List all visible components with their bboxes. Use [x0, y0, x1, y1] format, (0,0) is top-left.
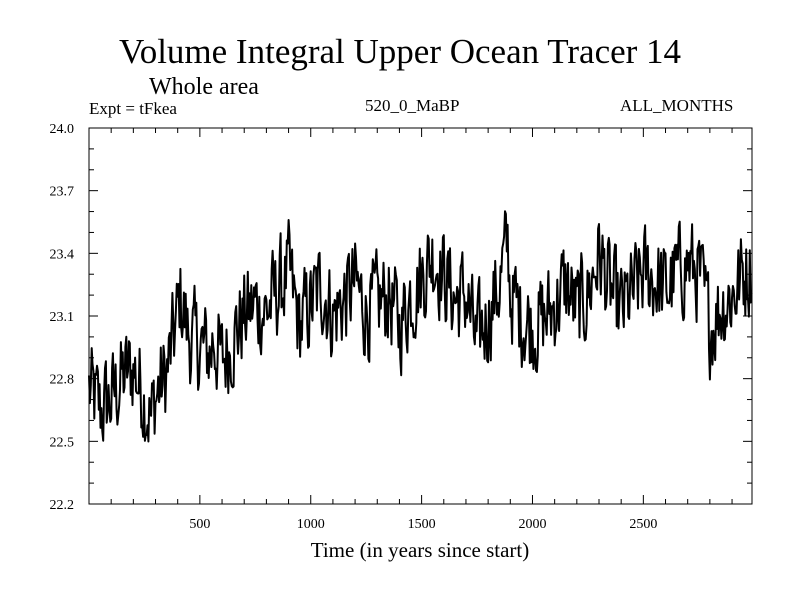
x-tick-label: 500	[189, 517, 210, 532]
y-tick-label: 22.8	[50, 373, 75, 388]
tick-label-layer: 500 1000 1500 2000 2500 22.2 22.5 22.8 23.1 23.4 2…	[50, 122, 658, 532]
y-tick-label: 22.5	[50, 435, 75, 450]
y-tick-label: 23.7	[50, 185, 75, 200]
x-axis-label: Time (in years since start)	[310, 538, 530, 562]
x-tick-label: 1000	[297, 517, 325, 532]
tick-layer	[89, 128, 752, 504]
chart-subtitle: Whole area	[149, 74, 259, 100]
chart-title: Volume Integral Upper Ocean Tracer 14	[118, 32, 682, 71]
y-tick-label: 23.1	[50, 310, 75, 325]
experiment-label: Expt = tFkea	[89, 99, 177, 118]
series-line	[88, 210, 753, 443]
run-label: 520_0_MaBP	[365, 96, 460, 115]
x-tick-label: 2500	[629, 517, 657, 532]
x-tick-label: 2000	[518, 517, 546, 532]
y-tick-label: 22.2	[50, 498, 75, 513]
x-tick-label: 1500	[408, 517, 436, 532]
months-label: ALL_MONTHS	[620, 96, 734, 115]
y-tick-label: 23.4	[50, 247, 75, 262]
y-tick-label: 24.0	[50, 122, 75, 137]
plot-frame	[88, 127, 753, 505]
